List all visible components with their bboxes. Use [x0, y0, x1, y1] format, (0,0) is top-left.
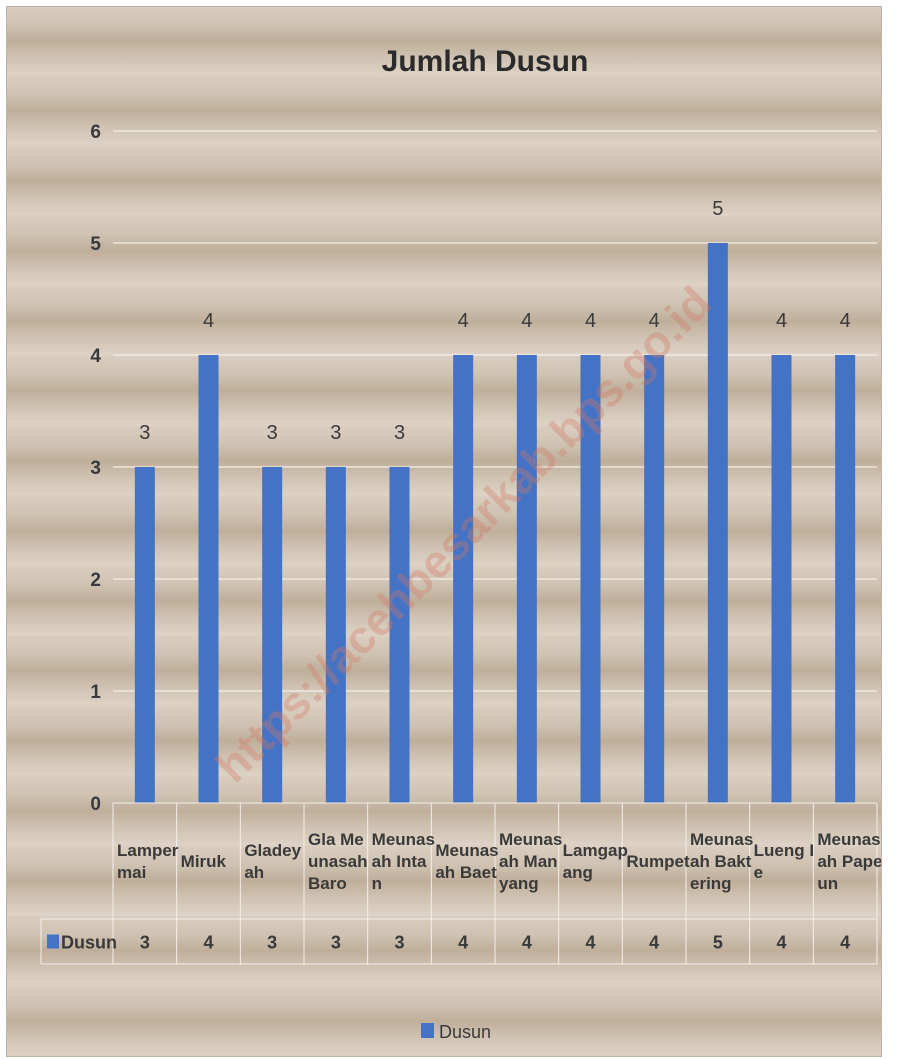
- table-value-10: 5: [713, 933, 723, 953]
- data-label-12: 4: [840, 310, 851, 332]
- y-tick-label: 0: [90, 794, 101, 815]
- category-label-6: Meunas: [435, 841, 498, 860]
- category-label-1: Lamper: [117, 841, 179, 860]
- category-label-7: yang: [499, 874, 539, 893]
- category-label-9: Rumpet: [626, 852, 690, 871]
- chart-title: Jumlah Dusun: [382, 45, 589, 78]
- bar-9: [644, 355, 665, 803]
- data-label-3: 3: [267, 422, 278, 444]
- category-label-12: ah Pape: [817, 852, 881, 871]
- category-label-12: un: [817, 874, 838, 893]
- table-series-name: Dusun: [61, 933, 117, 953]
- bar-6: [453, 355, 474, 803]
- y-tick-label: 4: [90, 346, 101, 367]
- bar-5: [389, 467, 410, 803]
- data-label-5: 3: [394, 422, 405, 444]
- category-label-5: n: [372, 874, 382, 893]
- category-label-10: Meunas: [690, 830, 753, 849]
- category-label-1: mai: [117, 863, 146, 882]
- category-label-5: ah Inta: [372, 852, 427, 871]
- data-label-6: 4: [458, 310, 469, 332]
- bar-3: [262, 467, 283, 803]
- category-label-2: Miruk: [181, 852, 227, 871]
- chart-area: Jumlah Dusun 0 1 2 3 4 5 6 3 4 3 3 3 4 4 4 4 5 4 4 Lamper mai…: [6, 6, 882, 1057]
- category-label-10: ah Bakt: [690, 852, 752, 871]
- y-tick-label: 3: [90, 458, 101, 479]
- table-value-12: 4: [840, 933, 850, 953]
- category-label-3: ah: [244, 863, 264, 882]
- table-value-9: 4: [649, 933, 659, 953]
- category-label-4: unasah: [308, 852, 368, 871]
- table-value-4: 3: [331, 933, 341, 953]
- bar-8: [580, 355, 601, 803]
- legend-label: Dusun: [439, 1022, 491, 1042]
- bar-4: [325, 467, 346, 803]
- bar-2: [198, 355, 219, 803]
- data-label-4: 3: [330, 422, 341, 444]
- bar-12: [835, 355, 856, 803]
- category-label-8: ang: [563, 863, 593, 882]
- category-label-3: Gladey: [244, 841, 301, 860]
- y-tick-label: 1: [90, 682, 101, 703]
- table-value-1: 3: [140, 933, 150, 953]
- data-label-1: 3: [139, 422, 150, 444]
- category-label-11: e: [754, 863, 763, 882]
- bar-7: [516, 355, 537, 803]
- data-label-11: 4: [776, 310, 787, 332]
- table-value-8: 4: [585, 933, 595, 953]
- y-tick-label: 2: [90, 570, 101, 591]
- data-label-2: 4: [203, 310, 214, 332]
- table-value-5: 3: [394, 933, 404, 953]
- bar-1: [134, 467, 155, 803]
- table-value-2: 4: [203, 933, 213, 953]
- table-value-11: 4: [776, 933, 786, 953]
- table-value-3: 3: [267, 933, 277, 953]
- category-label-8: Lamgap: [563, 841, 628, 860]
- category-label-4: Baro: [308, 874, 347, 893]
- category-label-7: Meunas: [499, 830, 562, 849]
- bar-11: [771, 355, 792, 803]
- category-label-11: Lueng I: [754, 841, 814, 860]
- data-label-10: 5: [712, 198, 723, 220]
- category-label-12: Meunas: [817, 830, 880, 849]
- data-label-8: 4: [585, 310, 596, 332]
- y-tick-label: 6: [90, 122, 101, 143]
- data-label-9: 4: [649, 310, 660, 332]
- category-label-7: ah Man: [499, 852, 558, 871]
- category-label-6: ah Baet: [435, 863, 497, 882]
- category-label-4: Gla Me: [308, 830, 364, 849]
- table-value-6: 4: [458, 933, 468, 953]
- table-value-7: 4: [522, 933, 532, 953]
- category-label-5: Meunas: [372, 830, 435, 849]
- category-label-10: ering: [690, 874, 732, 893]
- bar-10: [707, 243, 728, 803]
- y-tick-label: 5: [90, 234, 101, 255]
- data-label-7: 4: [521, 310, 532, 332]
- legend-key: [421, 1023, 434, 1038]
- table-legend-key: [47, 934, 59, 949]
- bar-chart: Jumlah Dusun 0 1 2 3 4 5 6 3 4 3 3 3 4 4 4 4 5 4 4 Lamper mai…: [40, 45, 881, 1042]
